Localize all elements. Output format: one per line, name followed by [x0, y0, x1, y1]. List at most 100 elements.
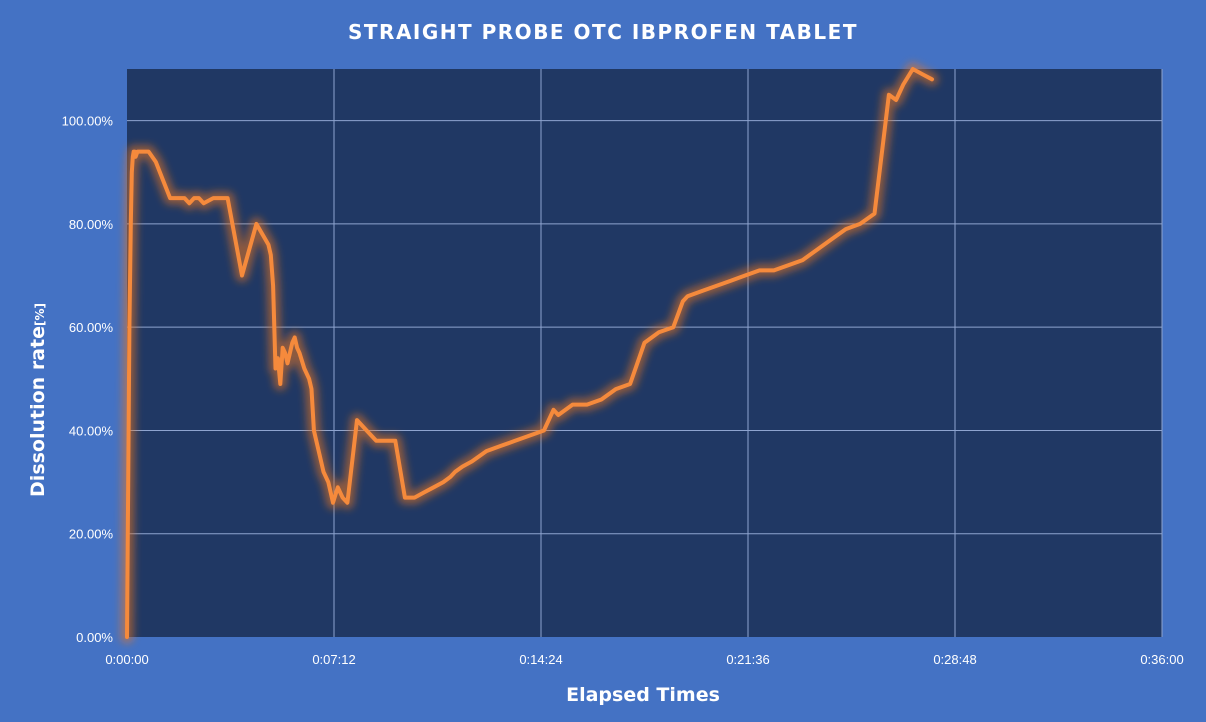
data-point: [686, 294, 690, 298]
data-point: [887, 93, 891, 97]
data-point: [920, 72, 924, 76]
data-point: [274, 367, 277, 370]
y-axis-title-text: Dissolution rate: [27, 326, 49, 497]
data-point: [326, 480, 330, 484]
data-point: [585, 403, 589, 407]
data-point: [125, 635, 129, 639]
data-point: [681, 299, 685, 303]
data-point: [772, 268, 776, 272]
x-tick-label: 0:00:00: [105, 652, 148, 667]
data-point: [345, 501, 349, 505]
data-point: [829, 237, 833, 241]
data-point: [470, 459, 474, 463]
data-point: [331, 501, 335, 505]
data-point: [298, 351, 301, 355]
x-tick-label: 0:36:00: [1140, 652, 1183, 667]
data-point: [365, 429, 369, 432]
data-point: [599, 398, 603, 401]
data-point: [743, 274, 747, 277]
data-point: [374, 439, 378, 443]
series-line: [125, 67, 934, 639]
y-tick-label: 100.00%: [62, 114, 114, 129]
data-point: [281, 346, 285, 350]
data-point: [127, 325, 131, 329]
data-point: [528, 434, 531, 438]
data-point: [453, 470, 457, 474]
data-point: [307, 377, 311, 381]
data-point: [131, 155, 135, 159]
data-point: [271, 284, 275, 288]
data-point: [278, 382, 282, 386]
data-point: [317, 449, 321, 453]
data-point: [197, 196, 201, 200]
data-point: [657, 330, 661, 334]
data-point: [441, 480, 445, 484]
data-point: [552, 408, 555, 412]
data-point: [202, 201, 206, 205]
data-point: [556, 413, 560, 417]
y-tick-label: 20.00%: [69, 527, 114, 542]
data-point: [643, 341, 646, 345]
data-point: [134, 155, 138, 159]
data-point: [614, 387, 618, 391]
data-point: [714, 284, 718, 288]
data-point: [484, 449, 488, 453]
x-tick-label: 0:07:12: [312, 652, 355, 667]
y-axis-unit: [%]: [33, 303, 47, 326]
data-point: [413, 496, 416, 500]
data-point: [183, 196, 186, 200]
x-tick-label: 0:21:36: [726, 652, 769, 667]
data-point: [815, 248, 819, 252]
data-point: [858, 222, 862, 226]
data-point: [513, 439, 517, 443]
data-point: [499, 444, 503, 448]
data-point: [628, 382, 632, 386]
x-axis-tick-labels: 0:00:00 0:07:12 0:14:24 0:21:36 0:28:48 0:36:…: [105, 652, 1183, 667]
data-point: [930, 77, 934, 81]
data-point: [448, 475, 452, 479]
x-tick-label: 0:28:48: [933, 652, 976, 667]
y-axis-title: Dissolution rate[%]: [27, 303, 49, 497]
data-point: [901, 83, 905, 86]
data-point: [911, 67, 915, 71]
data-point: [422, 490, 426, 494]
data-point: [240, 274, 244, 277]
data-point: [758, 268, 761, 272]
data-point: [302, 367, 306, 370]
data-point: [129, 222, 133, 226]
data-point: [130, 170, 134, 174]
y-tick-label: 40.00%: [69, 423, 114, 438]
data-point: [226, 196, 230, 200]
data-point: [276, 356, 280, 360]
data-point: [293, 336, 297, 339]
data-point: [384, 439, 388, 443]
data-point: [295, 346, 299, 350]
data-point: [786, 263, 790, 267]
data-point: [432, 485, 436, 489]
y-axis-tick-labels: 0.00% 20.00% 40.00% 60.00% 80.00% 100.00%: [62, 114, 114, 645]
data-point: [286, 361, 289, 365]
data-point: [211, 196, 215, 200]
data-point: [187, 201, 191, 205]
y-tick-label: 0.00%: [76, 630, 113, 645]
data-point: [844, 227, 848, 231]
data-point: [865, 217, 869, 221]
data-point: [290, 341, 294, 345]
x-tick-label: 0:14:24: [519, 652, 562, 667]
data-point: [355, 418, 359, 422]
data-point: [801, 258, 805, 262]
data-point: [283, 351, 287, 355]
data-point: [288, 351, 292, 355]
data-point: [571, 403, 575, 407]
data-point: [894, 98, 898, 102]
data-point: [700, 289, 704, 293]
data-point: [336, 485, 340, 489]
data-point: [729, 279, 733, 283]
data-point: [542, 429, 546, 432]
data-point: [671, 325, 675, 329]
data-point: [133, 150, 137, 154]
data-point: [873, 212, 876, 216]
data-point: [154, 160, 158, 164]
data-point: [266, 243, 270, 247]
